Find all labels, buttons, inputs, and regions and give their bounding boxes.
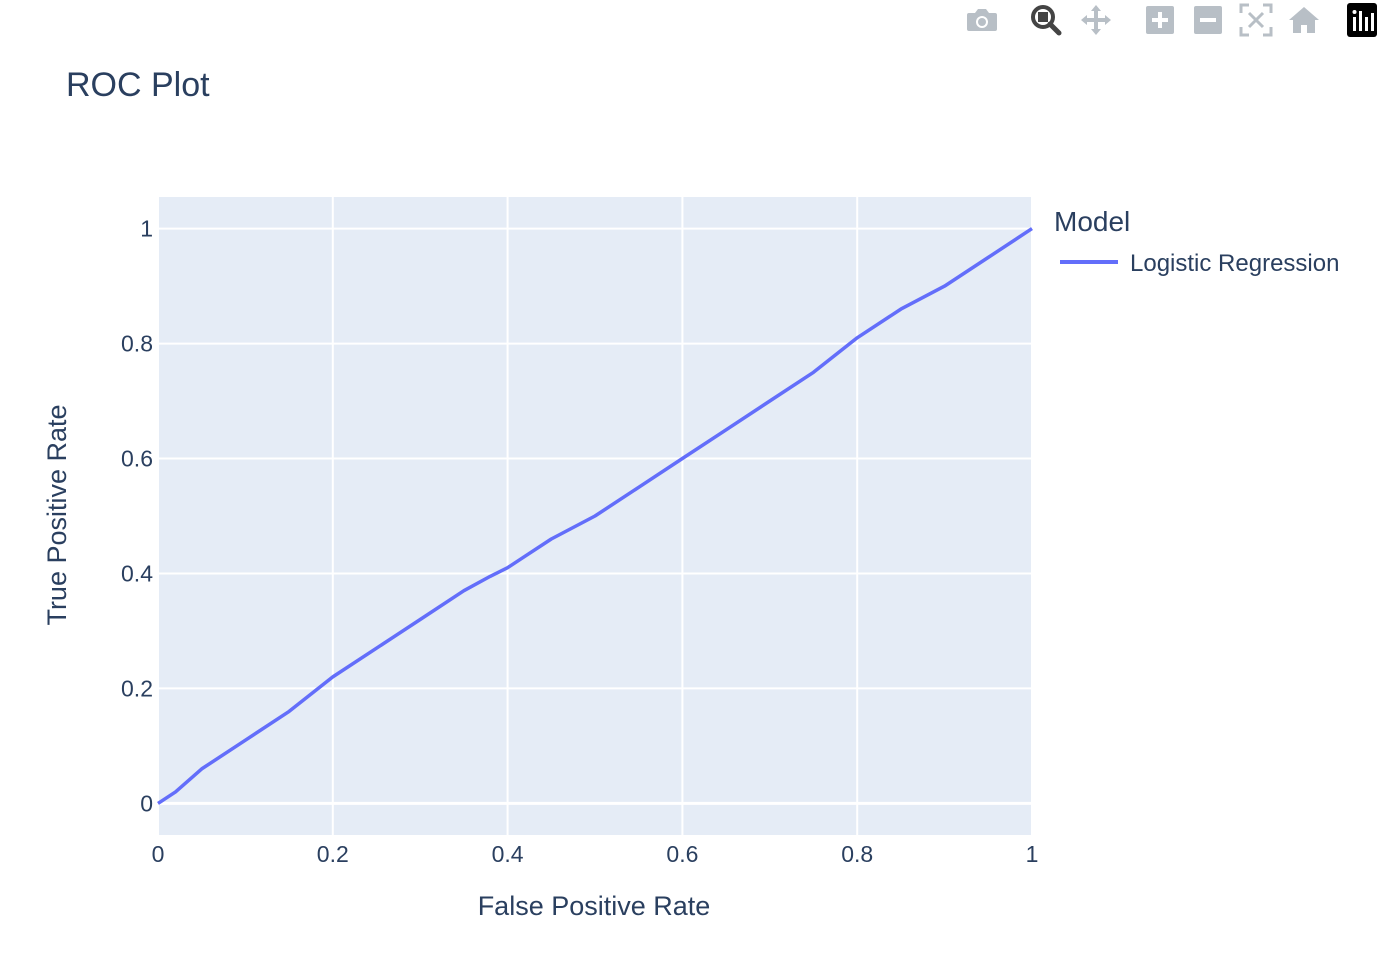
series-group — [157, 227, 1033, 805]
y-axis-title: True Positive Rate — [42, 404, 72, 625]
camera-icon[interactable] — [964, 2, 1000, 38]
zoom-icon[interactable] — [1028, 2, 1064, 38]
plotly-logo-icon[interactable] — [1346, 2, 1378, 38]
x-tick-label: 0.6 — [666, 841, 698, 867]
y-tick-label: 0.8 — [121, 331, 153, 357]
home-icon[interactable] — [1286, 2, 1322, 38]
y-tick-label: 0.6 — [121, 446, 153, 472]
y-tick-label: 0.4 — [121, 560, 153, 586]
chart-title: ROC Plot — [66, 66, 210, 104]
grid-lines — [157, 197, 1033, 835]
zoom-out-icon[interactable] — [1190, 2, 1226, 38]
autoscale-icon[interactable] — [1238, 2, 1274, 38]
pan-icon[interactable] — [1078, 2, 1114, 38]
legend-title: Model — [1054, 206, 1130, 237]
x-tick-label: 1 — [1026, 841, 1039, 867]
y-tick-label: 0 — [140, 790, 153, 816]
x-tick-label: 0 — [152, 841, 165, 867]
legend-item-logistic-regression[interactable]: Logistic Regression — [1060, 250, 1339, 277]
x-tick-label: 0.4 — [492, 841, 524, 867]
y-tick-label: 1 — [140, 216, 153, 242]
zoom-in-icon[interactable] — [1142, 2, 1178, 38]
y-tick-label: 0.2 — [121, 675, 153, 701]
x-axis-title: False Positive Rate — [478, 891, 711, 921]
modebar — [960, 0, 1378, 42]
legend-label: Logistic Regression — [1130, 250, 1339, 277]
series-line-logistic-regression[interactable] — [157, 227, 1033, 805]
y-axis-ticks: 0 0.2 0.4 0.6 0.8 1 — [121, 216, 153, 817]
x-tick-label: 0.2 — [317, 841, 349, 867]
x-axis-ticks: 0 0.2 0.4 0.6 0.8 1 — [152, 841, 1039, 867]
x-tick-label: 0.8 — [841, 841, 873, 867]
